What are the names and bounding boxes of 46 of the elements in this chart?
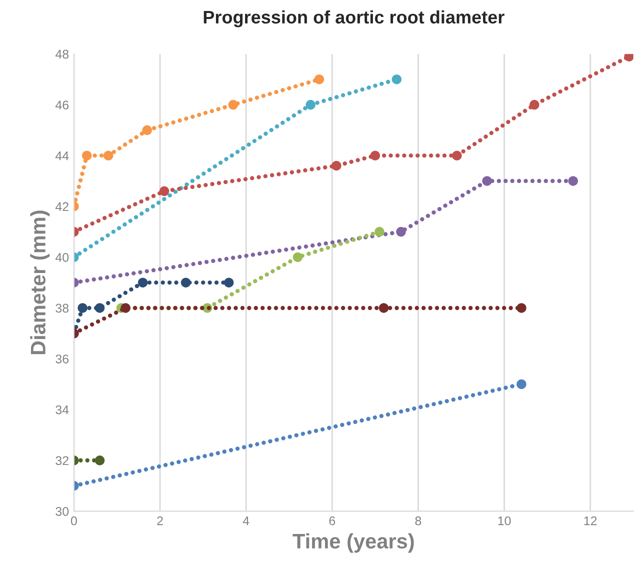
point <box>624 54 634 62</box>
point <box>292 252 303 262</box>
y-tick-label: 34 <box>56 405 69 414</box>
point <box>530 100 540 110</box>
point <box>82 150 92 160</box>
point <box>306 100 316 110</box>
y-tick-label: 48 <box>55 50 69 59</box>
point <box>180 278 191 288</box>
point <box>142 125 152 136</box>
point <box>370 150 380 160</box>
point <box>516 303 526 313</box>
point <box>374 226 384 237</box>
x-tick-label: 0 <box>70 516 77 526</box>
point <box>392 74 402 84</box>
x-tick-label: 4 <box>242 516 250 526</box>
x-tick-label: 10 <box>498 516 511 526</box>
point <box>104 150 114 160</box>
point <box>378 303 389 313</box>
y-axis-title: Diameter (mm) <box>30 210 50 354</box>
point <box>482 176 492 186</box>
y-tick-label: 32 <box>56 456 68 466</box>
x-axis-title: Time (years) <box>292 533 414 553</box>
point <box>568 176 578 186</box>
y-tick-label: 46 <box>55 100 69 110</box>
point <box>138 278 148 288</box>
x-tick-label: 12 <box>584 516 597 526</box>
y-tick-label: 44 <box>55 152 69 160</box>
chart-title: Progression of aortic root diameter <box>204 10 504 28</box>
point <box>452 150 462 160</box>
y-tick-label: 38 <box>56 304 69 313</box>
point <box>120 303 130 313</box>
y-tick-label: 42 <box>55 202 68 211</box>
y-tick-label: 36 <box>56 354 69 364</box>
y-tick-label: 40 <box>55 252 69 262</box>
point <box>314 74 324 84</box>
point <box>159 186 170 196</box>
point <box>224 278 234 288</box>
point <box>396 226 406 237</box>
x-tick-label: 2 <box>157 516 163 526</box>
x-tick-label: 6 <box>329 516 336 526</box>
y-tick-label: 30 <box>56 507 69 516</box>
x-tick-label: 8 <box>415 516 422 526</box>
point <box>228 100 238 110</box>
point <box>78 303 88 313</box>
point <box>332 160 342 171</box>
point <box>94 303 105 313</box>
